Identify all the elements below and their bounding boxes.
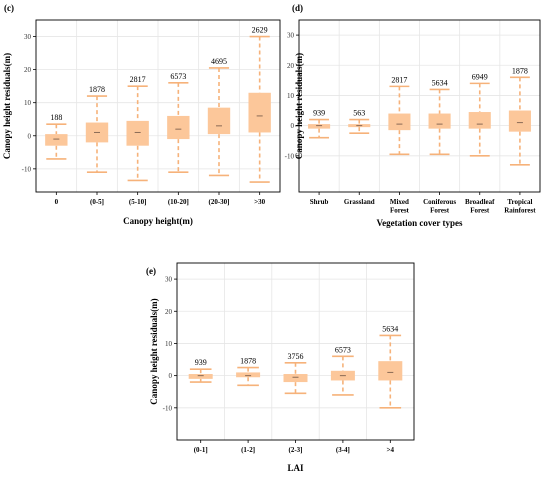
count-label: 2817 xyxy=(130,75,146,84)
count-label: 1878 xyxy=(89,85,105,94)
plot-frame xyxy=(298,19,541,193)
panel-e: (e) -10 0 10 20 30 939 (0-1] 1878 (1-2] 3756 (2-3] 6… xyxy=(146,262,415,473)
x-tick-label: (10-20] xyxy=(168,198,189,206)
box-iqr xyxy=(126,120,149,146)
count-label: 188 xyxy=(50,113,62,122)
y-tick-label: 30 xyxy=(287,32,295,40)
x-tick-label: (0-1] xyxy=(194,446,208,454)
count-label: 5634 xyxy=(382,324,398,333)
y-tick-label: 30 xyxy=(24,33,32,41)
box-iqr xyxy=(308,124,331,129)
count-label: 6573 xyxy=(335,345,351,354)
x-tick-label: Mixed xyxy=(390,198,409,206)
count-label: 2629 xyxy=(252,26,268,35)
panel-label: (c) xyxy=(4,3,14,13)
x-tick-label: Tropical xyxy=(507,198,532,206)
x-tick-label: (20-30] xyxy=(209,198,230,206)
count-label: 939 xyxy=(313,109,325,118)
panel-label: (e) xyxy=(146,266,156,276)
x-tick-label: (0-5] xyxy=(90,198,104,206)
x-tick-label: (1-2] xyxy=(241,446,255,454)
count-label: 4695 xyxy=(211,57,227,66)
y-tick-label: 10 xyxy=(165,340,173,348)
y-tick-label: 30 xyxy=(165,276,173,284)
box-iqr xyxy=(378,361,403,381)
box-iqr xyxy=(428,113,451,129)
x-tick-label: Shrub xyxy=(310,198,329,206)
y-axis-label: Canopy height residuals(m) xyxy=(149,298,159,404)
box-iqr xyxy=(468,112,491,129)
x-axis-label: Canopy height(m) xyxy=(123,216,193,226)
x-tick-label: (2-3] xyxy=(289,446,303,454)
x-tick-label: Forest xyxy=(470,207,490,215)
y-tick-label: 20 xyxy=(24,66,32,74)
box-iqr xyxy=(248,92,271,133)
y-tick-label: 10 xyxy=(287,92,295,100)
count-label: 2817 xyxy=(391,75,407,84)
x-axis-label: Vegetation cover types xyxy=(377,218,463,228)
y-tick-label: 0 xyxy=(291,122,295,130)
panel-label: (d) xyxy=(292,3,303,13)
y-tick-label: 20 xyxy=(165,308,173,316)
y-tick-label: 10 xyxy=(24,99,32,107)
count-label: 6573 xyxy=(170,72,186,81)
count-label: 563 xyxy=(353,109,365,118)
box-iqr xyxy=(236,372,261,378)
x-tick-label: Rainforest xyxy=(504,207,536,215)
y-tick-label: 0 xyxy=(28,132,32,140)
box-iqr xyxy=(388,113,411,131)
box-iqr xyxy=(508,110,531,132)
box-iqr xyxy=(167,115,190,140)
panel-c: (c) -10 0 10 20 30 188 0 1878 (0-5] 2817 (5-10] 6573… xyxy=(2,3,281,226)
x-tick-label: >30 xyxy=(254,198,265,206)
panel-d: (d) -10 0 10 20 30 939 Shrub 563 Grassland 2817 Mix… xyxy=(285,3,541,228)
count-label: 939 xyxy=(195,358,207,367)
x-tick-label: 0 xyxy=(55,198,59,206)
x-tick-label: >4 xyxy=(387,446,395,454)
plot-frame xyxy=(35,19,281,193)
x-tick-label: Grassland xyxy=(344,198,375,206)
box-iqr xyxy=(45,134,68,146)
y-tick-label: -10 xyxy=(163,404,173,412)
x-axis-label: LAI xyxy=(287,463,304,473)
x-tick-label: Forest xyxy=(430,207,450,215)
x-tick-label: (3-4] xyxy=(336,446,350,454)
count-label: 1878 xyxy=(512,66,528,75)
y-tick-label: -10 xyxy=(22,165,32,173)
count-label: 1878 xyxy=(240,357,256,366)
count-label: 3756 xyxy=(288,352,304,361)
y-tick-label: 20 xyxy=(287,62,295,70)
y-axis-label: Canopy height residuals(m) xyxy=(294,53,304,159)
box-iqr xyxy=(283,374,308,383)
y-axis-label: Canopy height residuals(m) xyxy=(2,53,12,159)
x-tick-label: Broadleaf xyxy=(465,198,495,206)
box-iqr xyxy=(188,374,213,379)
y-tick-label: -10 xyxy=(285,152,295,160)
x-tick-label: (5-10] xyxy=(129,198,147,206)
count-label: 5634 xyxy=(432,78,448,87)
x-tick-label: Forest xyxy=(390,207,410,215)
count-label: 6949 xyxy=(472,72,488,81)
x-tick-label: Coniferous xyxy=(423,198,456,206)
box-iqr xyxy=(207,107,231,135)
y-tick-label: 0 xyxy=(169,372,173,380)
